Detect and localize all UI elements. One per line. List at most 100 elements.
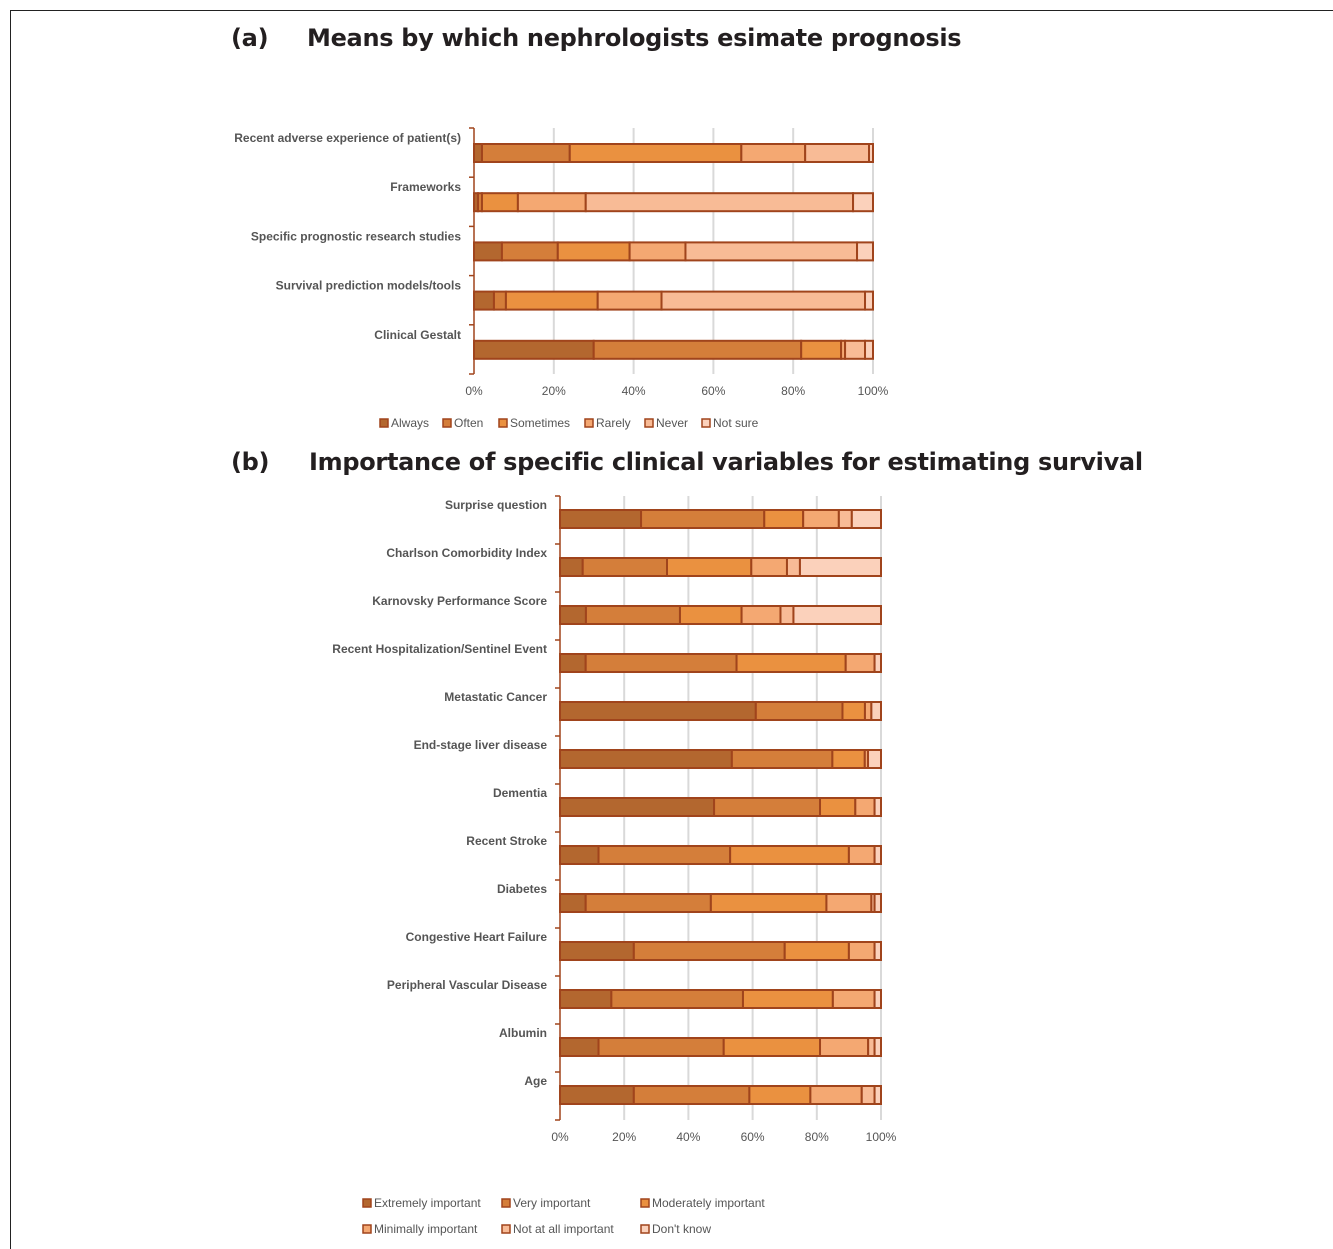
chart-b-bar-charlson-comorbidity-index-moderately-important — [666, 557, 753, 577]
chart-b-bar-recent-stroke-very-important — [597, 845, 732, 865]
chart-a-bar-survival-prediction-models-tools-sometimes — [504, 290, 599, 311]
chart-a-bar-survival-prediction-models-tools-often — [492, 290, 507, 311]
chart-b-legend-label-minimally-important: Minimally important — [374, 1222, 478, 1236]
chart-b-bar-karnovsky-performance-score-extremely-important — [559, 605, 587, 625]
chart-b-bar-end-stage-liver-disease-very-important — [730, 749, 834, 769]
chart-b-bar-age-not-at-all-important — [860, 1085, 876, 1105]
chart-a-x-tick-label: 0% — [465, 384, 483, 398]
chart-b-legend-swatch-minimally-important — [362, 1224, 372, 1234]
chart-b-legend-label-extremely-important: Extremely important — [374, 1196, 481, 1210]
chart-b-bar-age-minimally-important — [809, 1085, 863, 1105]
chart-b-bar-surprise-question-minimally-important — [802, 509, 840, 529]
chart-a-legend-label-never: Never — [656, 416, 688, 430]
chart-a-category-label-recent-adverse-experience-of-patient-s: Recent adverse experience of patient(s) — [234, 131, 461, 145]
chart-b-bar-recent-stroke-minimally-important — [847, 845, 876, 865]
chart-b-bar-recent-stroke-don-t-know — [873, 845, 883, 865]
panel-b-title: Importance of specific clinical variable… — [309, 448, 1143, 476]
chart-b-bar-karnovsky-performance-score-moderately-important — [678, 605, 743, 625]
chart-b-bar-karnovsky-performance-score-not-at-all-important — [779, 605, 795, 625]
chart-b-bar-diabetes-minimally-important — [825, 893, 873, 913]
chart-a-bar-frameworks-never — [584, 192, 855, 213]
chart-b-bar-albumin-don-t-know — [873, 1037, 883, 1057]
chart-b-legend-label-very-important: Very important — [513, 1196, 591, 1210]
chart-a-legend-label-not-sure: Not sure — [713, 416, 759, 430]
chart-a-x-tick-label: 100% — [858, 384, 889, 398]
chart-b-category-label-metastatic-cancer: Metastatic Cancer — [444, 690, 547, 704]
chart-b-category-label-congestive-heart-failure: Congestive Heart Failure — [406, 930, 548, 944]
chart-b-bar-end-stage-liver-disease-moderately-important — [831, 749, 866, 769]
chart-b-bar-end-stage-liver-disease-don-t-know — [867, 749, 882, 769]
chart-b-bar-dementia-moderately-important — [819, 797, 857, 817]
chart-b-bar-charlson-comorbidity-index-extremely-important — [559, 557, 584, 577]
chart-b-bar-recent-hospitalization-sentinel-event-extremely-important — [559, 653, 587, 673]
chart-a-bar-recent-adverse-experience-of-patient-s-never — [804, 143, 871, 163]
chart-a-bar-frameworks-rarely — [516, 192, 587, 213]
chart-b-bar-age-moderately-important — [748, 1085, 812, 1105]
panel-a-title: Means by which nephrologists esimate pro… — [307, 24, 962, 52]
chart-b-bar-albumin-extremely-important — [559, 1037, 600, 1057]
chart-a-category-label-frameworks: Frameworks — [390, 180, 461, 194]
chart-a-bar-frameworks-sometimes — [480, 192, 519, 213]
chart-b-bar-albumin-moderately-important — [722, 1037, 822, 1057]
chart-a-bar-frameworks-not-sure — [852, 192, 874, 213]
chart-a-bar-clinical-gestalt-often — [592, 339, 803, 360]
chart-a-bar-specific-prognostic-research-studies-always — [473, 241, 503, 262]
chart-a-x-tick-label: 60% — [701, 384, 725, 398]
chart-b-bar-peripheral-vascular-disease-very-important — [610, 989, 744, 1009]
chart-b-category-label-end-stage-liver-disease: End-stage liver disease — [414, 738, 548, 752]
figure-frame — [10, 10, 1333, 1249]
chart-b-category-label-recent-hospitalization-sentinel-event: Recent Hospitalization/Sentinel Event — [332, 642, 547, 656]
chart-b-bar-dementia-extremely-important — [559, 797, 716, 817]
chart-b-legend-label-not-at-all-important: Not at all important — [513, 1222, 614, 1236]
panel-b-label: (b) — [231, 448, 270, 476]
chart-b-category-label-dementia: Dementia — [493, 786, 547, 800]
chart-b-bar-end-stage-liver-disease-extremely-important — [559, 749, 733, 769]
chart-b-category-label-surprise-question: Surprise question — [445, 498, 547, 512]
chart-a-x-tick-label: 80% — [781, 384, 805, 398]
chart-b-bar-recent-hospitalization-sentinel-event-moderately-important — [735, 653, 847, 673]
chart-b-bar-diabetes-very-important — [584, 893, 712, 913]
chart-a-bar-specific-prognostic-research-studies-sometimes — [556, 241, 631, 262]
chart-a-bar-recent-adverse-experience-of-patient-s-always — [473, 143, 483, 163]
chart-a-x-tick-label: 20% — [542, 384, 566, 398]
chart-b-bar-albumin-minimally-important — [819, 1037, 870, 1057]
chart-b-bar-congestive-heart-failure-don-t-know — [873, 941, 883, 961]
chart-b-bar-dementia-don-t-know — [873, 797, 883, 817]
chart-b-bar-peripheral-vascular-disease-minimally-important — [831, 989, 876, 1009]
chart-b-bar-surprise-question-don-t-know — [850, 509, 882, 529]
chart-b-legend-swatch-not-at-all-important — [501, 1224, 511, 1234]
chart-a-x-tick-label: 40% — [622, 384, 646, 398]
chart-b-bar-metastatic-cancer-don-t-know — [870, 701, 882, 721]
chart-a-legend-swatch-not-sure — [701, 418, 711, 428]
chart-b-category-label-karnovsky-performance-score: Karnovsky Performance Score — [372, 594, 547, 608]
chart-b-legend-label-moderately-important: Moderately important — [652, 1196, 765, 1210]
chart-b-bar-dementia-very-important — [713, 797, 822, 817]
chart-b-bar-surprise-question-moderately-important — [763, 509, 805, 529]
chart-b-legend-swatch-moderately-important — [640, 1198, 650, 1208]
chart-a-bar-survival-prediction-models-tools-always — [473, 290, 495, 311]
chart-b-x-tick-label: 20% — [612, 1130, 636, 1144]
chart-a-legend-label-always: Always — [391, 416, 429, 430]
chart-b-bar-recent-hospitalization-sentinel-event-minimally-important — [844, 653, 876, 673]
chart-a-bar-clinical-gestalt-not-sure — [864, 339, 875, 360]
chart-a-bar-specific-prognostic-research-studies-often — [500, 241, 559, 262]
chart-a-bar-clinical-gestalt-always — [473, 339, 595, 360]
chart-b-bar-karnovsky-performance-score-very-important — [584, 605, 681, 625]
chart-b-bar-congestive-heart-failure-very-important — [632, 941, 786, 961]
chart-b-bar-metastatic-cancer-extremely-important — [559, 701, 757, 721]
chart-b-bar-diabetes-extremely-important — [559, 893, 587, 913]
chart-a-bar-survival-prediction-models-tools-never — [660, 290, 867, 311]
chart-b-bar-recent-hospitalization-sentinel-event-very-important — [584, 653, 738, 673]
chart-a-bar-recent-adverse-experience-of-patient-s-often — [480, 143, 571, 163]
chart-b-legend-swatch-extremely-important — [362, 1198, 372, 1208]
chart-b-bar-albumin-very-important — [597, 1037, 725, 1057]
chart-a-legend-swatch-sometimes — [498, 418, 508, 428]
chart-a-legend-swatch-often — [442, 418, 452, 428]
chart-b-category-label-age: Age — [524, 1074, 547, 1088]
chart-b-x-tick-label: 100% — [866, 1130, 897, 1144]
chart-b-x-tick-label: 80% — [805, 1130, 829, 1144]
chart-b-bar-age-very-important — [632, 1085, 751, 1105]
chart-b-bar-peripheral-vascular-disease-extremely-important — [559, 989, 613, 1009]
chart-b-bar-metastatic-cancer-moderately-important — [841, 701, 866, 721]
